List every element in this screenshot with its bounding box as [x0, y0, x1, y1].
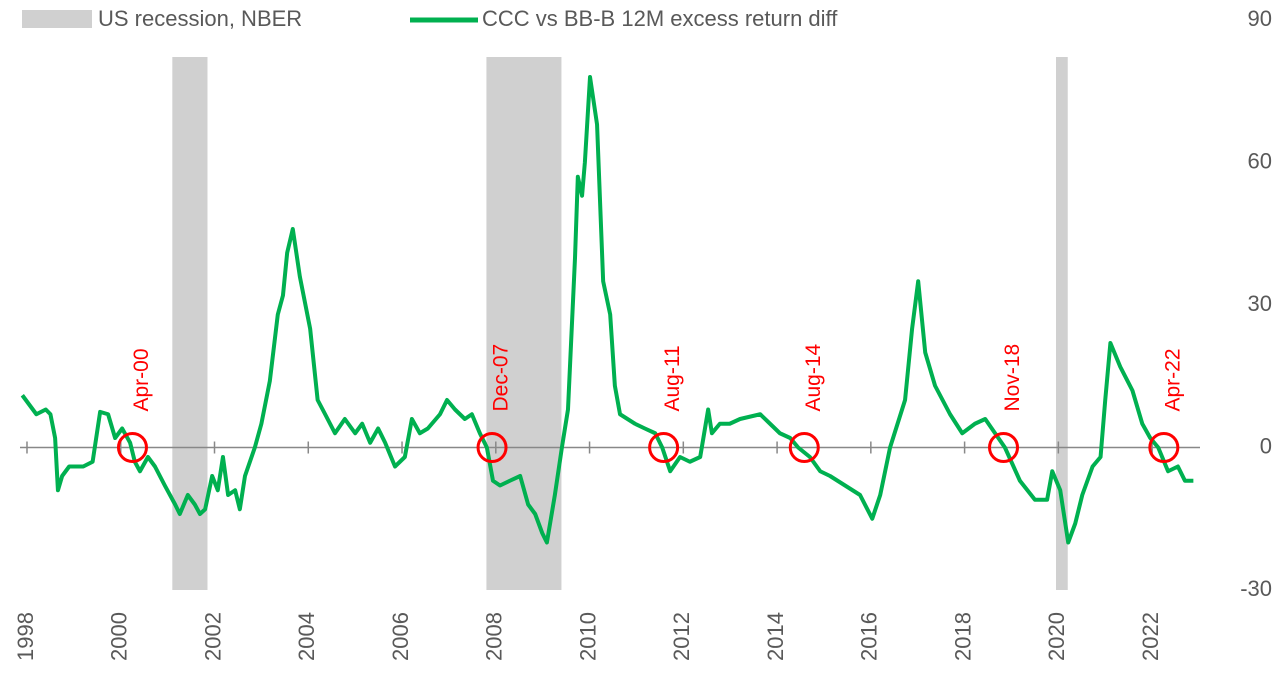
- legend-label: US recession, NBER: [98, 6, 302, 31]
- x-tick-label: 2022: [1138, 612, 1163, 661]
- x-tick-label: 1998: [13, 612, 38, 661]
- annotation-circle: [648, 432, 680, 463]
- annotation-circle: [116, 432, 148, 463]
- y-tick-label: 90: [1248, 6, 1272, 31]
- x-tick-label: 2016: [857, 612, 882, 661]
- x-tick-label: 2008: [482, 612, 507, 661]
- annotation-label: Apr-00: [130, 348, 153, 411]
- x-tick-label: 2012: [669, 612, 694, 661]
- annotation-circle: [988, 432, 1020, 463]
- x-tick-label: 2000: [107, 612, 132, 661]
- annotation-circle: [788, 432, 820, 463]
- recession-band: [1056, 57, 1068, 590]
- x-tick-label: 2006: [388, 612, 413, 661]
- x-tick-label: 2020: [1044, 612, 1069, 661]
- x-tick-label: 2010: [575, 612, 600, 661]
- x-tick-label: 2002: [200, 612, 225, 661]
- y-tick-label: 30: [1248, 291, 1272, 316]
- y-tick-label: -30: [1240, 576, 1272, 601]
- annotation-label: Aug-14: [802, 343, 825, 411]
- x-tick-label: 2014: [763, 612, 788, 661]
- legend-swatch: [22, 10, 92, 28]
- recession-band: [486, 57, 562, 590]
- legend: US recession, NBER CCC vs BB-B 12M excess…: [22, 6, 838, 31]
- y-tick-label: 0: [1260, 433, 1272, 458]
- data-line: [20, 75, 1194, 545]
- y-tick-label: 60: [1248, 148, 1272, 173]
- x-tick-label: 2018: [950, 612, 975, 661]
- annotation-label: Aug-11: [661, 345, 684, 411]
- annotation-circle: [476, 432, 508, 463]
- annotation-label: Apr-22: [1161, 348, 1184, 411]
- annotation-circle: [1148, 432, 1180, 463]
- x-tick-label: 2004: [294, 612, 319, 661]
- annotation-label: Nov-18: [1001, 344, 1024, 412]
- annotation-label: Dec-07: [490, 344, 513, 412]
- legend-label: CCC vs BB-B 12M excess return diff: [482, 6, 838, 31]
